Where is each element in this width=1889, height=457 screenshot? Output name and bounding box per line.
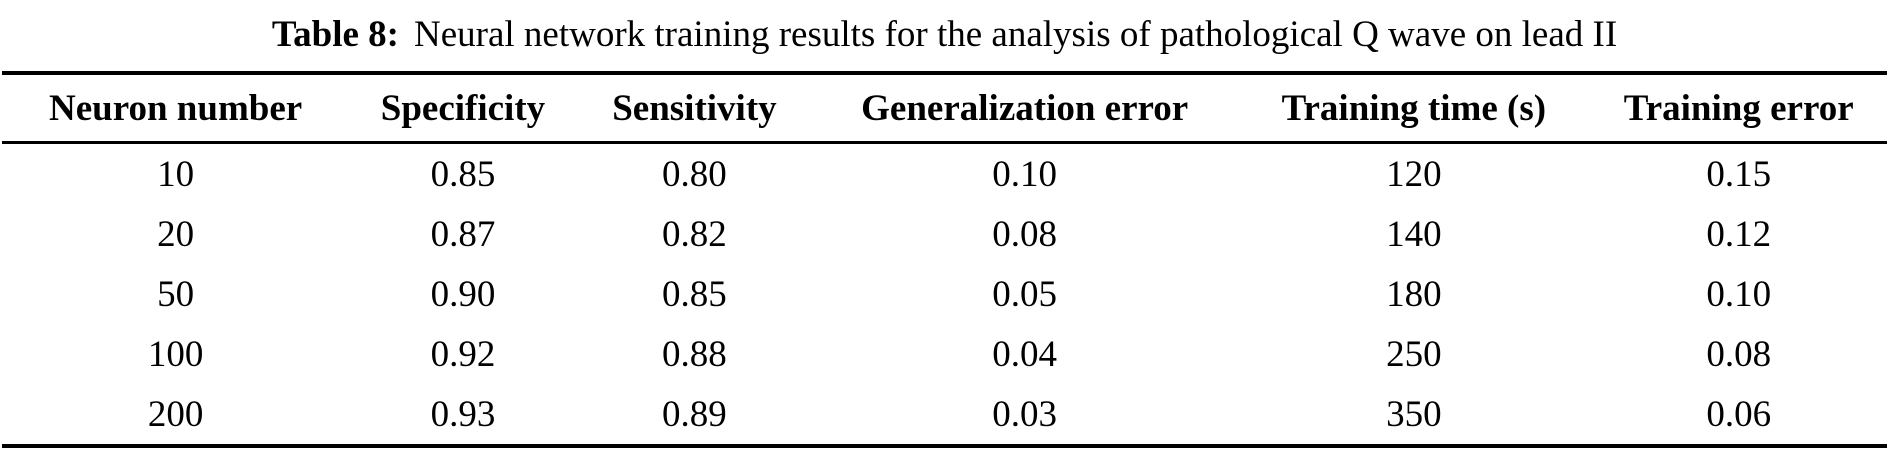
- table-row: 200 0.93 0.89 0.03 350 0.06: [2, 384, 1887, 448]
- column-header-specificity: Specificity: [349, 71, 577, 144]
- table-cell: 100: [147, 333, 204, 375]
- table-caption-text: Neural network training results for the …: [413, 14, 1618, 55]
- table-cell: 0.90: [430, 273, 496, 315]
- table-cell: 0.04: [992, 333, 1058, 375]
- table-row: 50 0.90 0.85 0.05 180 0.10: [2, 264, 1887, 324]
- table-row: 10 0.85 0.80 0.10 120 0.15: [2, 143, 1887, 205]
- table-cell: 200: [2, 384, 350, 448]
- table-cell: 0.10: [992, 153, 1058, 195]
- table-cell: 0.08: [992, 213, 1058, 255]
- table-cell: 0.03: [812, 384, 1238, 448]
- table-cell: 120: [1386, 153, 1442, 195]
- table-cell: 10: [157, 153, 195, 195]
- column-header-training-time: Training time (s): [1237, 71, 1591, 144]
- table-cell: 0.88: [662, 333, 727, 375]
- table-cell: 0.80: [662, 153, 727, 195]
- table-cell: 180: [1386, 273, 1442, 315]
- table-header-row: Neuron number Specificity Sensitivity Ge…: [2, 71, 1887, 144]
- table-cell: 0.85: [662, 273, 727, 315]
- table-cell: 140: [1386, 213, 1442, 255]
- table-cell: 0.12: [1706, 213, 1772, 255]
- table-cell: 0.05: [992, 273, 1058, 315]
- results-table: Neuron number Specificity Sensitivity Ge…: [2, 71, 1887, 448]
- table-cell: 350: [1237, 384, 1591, 448]
- table-cell: 0.10: [1706, 273, 1772, 315]
- table-cell: 0.87: [430, 213, 496, 255]
- table-cell: 250: [1386, 333, 1442, 375]
- table-caption: Table 8: Neural network training results…: [0, 0, 1889, 70]
- table-cell: 20: [157, 213, 195, 255]
- table-cell: 0.15: [1706, 153, 1772, 195]
- table-cell: 0.89: [576, 384, 813, 448]
- table-cell: 0.93: [349, 384, 577, 448]
- table-cell: 0.92: [430, 333, 496, 375]
- table-cell: 0.06: [1590, 384, 1887, 448]
- column-header-neuron-number: Neuron number: [2, 71, 350, 144]
- table-row: 20 0.87 0.82 0.08 140 0.12: [2, 204, 1887, 264]
- column-header-sensitivity: Sensitivity: [576, 71, 813, 144]
- table-cell: 0.85: [430, 153, 496, 195]
- table-cell: 0.08: [1706, 333, 1772, 375]
- column-header-generalization-error: Generalization error: [812, 71, 1238, 144]
- column-header-training-error: Training error: [1590, 71, 1887, 144]
- table-cell: 0.82: [662, 213, 727, 255]
- table-cell: 50: [157, 273, 195, 315]
- table-caption-label: Table 8:: [271, 14, 399, 55]
- table-row: 100 0.92 0.88 0.04 250 0.08: [2, 324, 1887, 384]
